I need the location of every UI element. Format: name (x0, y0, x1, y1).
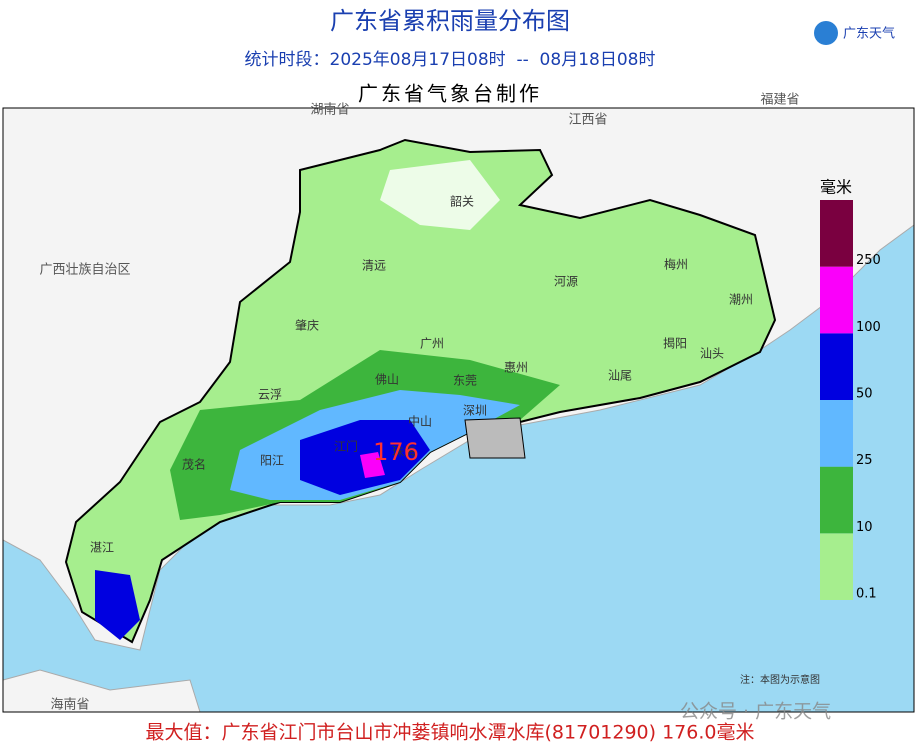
logo-text: 广东天气 (843, 26, 895, 42)
legend-swatch (820, 466, 853, 534)
city-label: 阳江 (260, 454, 284, 468)
region-label: 江西省 (568, 113, 607, 128)
map-frame (2, 107, 915, 713)
legend-swatch (820, 333, 853, 400)
legend-label: 0.1 (856, 587, 877, 602)
legend-label: 250 (856, 253, 881, 268)
legend-label: 100 (856, 320, 881, 335)
city-label: 韶关 (450, 194, 474, 209)
city-label: 湛江 (90, 541, 114, 555)
city-label: 江门 (334, 439, 358, 454)
city-label: 中山 (408, 414, 432, 429)
city-label: 清远 (362, 259, 386, 273)
hongkong (464, 417, 526, 459)
city-label: 汕尾 (608, 369, 632, 383)
legend-unit: 毫米 (820, 178, 852, 197)
region-label: 湖南省 (310, 102, 349, 118)
title: 广东省累积雨量分布图 (330, 7, 570, 35)
max-marker: 176 (373, 438, 419, 466)
region-label: 海南省 (50, 697, 89, 713)
logo-icon (814, 21, 838, 45)
legend-swatch (820, 533, 853, 600)
city-label: 佛山 (375, 373, 399, 387)
note: 注：本图为示意图 (740, 673, 820, 686)
rain-50-zhanjiang (95, 570, 140, 640)
watermark: 公众号 · 广东天气 (680, 701, 831, 723)
legend-swatch (820, 400, 853, 467)
legend-label: 25 (856, 453, 873, 468)
city-label: 云浮 (258, 388, 282, 402)
producer: 广东省气象台制作 (358, 82, 542, 106)
city-label: 惠州 (504, 361, 528, 375)
legend-label: 10 (856, 520, 873, 535)
city-label: 广州 (420, 337, 444, 351)
region-label: 广西壮族自治区 (39, 262, 130, 278)
dry-area (380, 160, 500, 230)
region-label: 福建省 (760, 93, 799, 108)
city-label: 梅州 (664, 257, 688, 272)
legend-swatch (820, 266, 853, 334)
legend-label: 50 (856, 387, 873, 402)
footer: 最大值：广东省江门市台山市冲蒌镇响水潭水库(81701290) 176.0毫米 (146, 722, 755, 744)
city-label: 茂名 (182, 457, 206, 472)
city-label: 揭阳 (663, 336, 687, 351)
subtitle: 统计时段：2025年08月17日08时 -- 08月18日08时 (245, 50, 656, 70)
city-label: 深圳 (463, 404, 487, 418)
city-label: 汕头 (700, 347, 724, 361)
city-label: 东莞 (453, 374, 477, 388)
city-label: 肇庆 (295, 318, 319, 333)
city-label: 珠海 (392, 444, 416, 459)
legend-swatch (820, 200, 853, 267)
rain-100 (360, 452, 385, 478)
city-label: 潮州 (729, 292, 753, 307)
city-label: 河源 (554, 275, 578, 289)
